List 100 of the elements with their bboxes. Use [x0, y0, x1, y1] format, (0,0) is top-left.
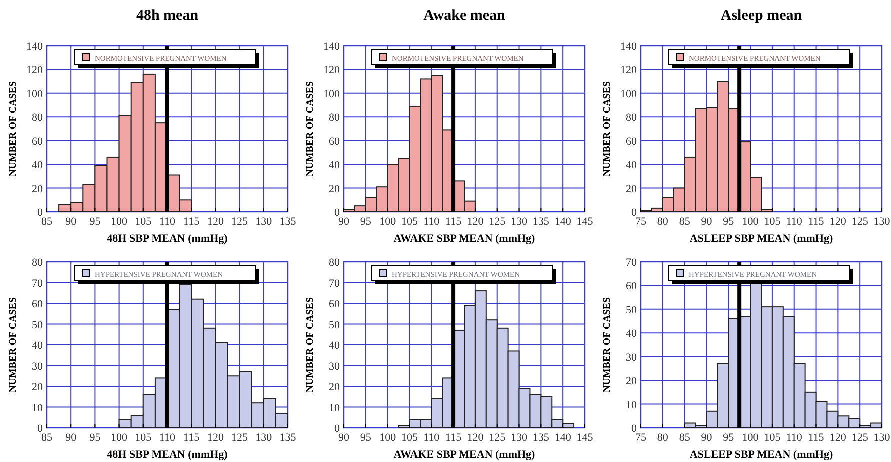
y-tick-label: 40	[32, 160, 44, 172]
y-tick-label: 0	[38, 207, 44, 219]
y-axis-title: NUMBER OF CASES	[305, 296, 316, 393]
y-tick-label: 20	[32, 382, 44, 394]
y-tick-label: 80	[32, 112, 44, 124]
y-tick-label: 0	[632, 423, 638, 435]
y-tick-label: 30	[329, 360, 340, 373]
x-tick-label: 125	[489, 432, 506, 444]
x-tick-label: 110	[159, 432, 176, 444]
x-tick-label: 95	[90, 432, 102, 444]
chart-title: Asleep mean	[720, 8, 803, 24]
x-tick-label: 110	[786, 432, 803, 444]
x-tick-label: 115	[808, 216, 825, 228]
y-tick-label: 80	[329, 257, 340, 269]
y-tick-label: 40	[626, 328, 638, 340]
x-tick-label: 95	[360, 432, 372, 444]
x-tick-label: 130	[874, 216, 891, 228]
x-axis-title: 48H SBP MEAN (mmHg)	[107, 233, 228, 245]
x-tick-label: 105	[135, 216, 152, 228]
y-tick-label: 120	[620, 64, 638, 77]
y-axis-title: NUMBER OF CASES	[305, 80, 316, 177]
x-tick-label: 110	[159, 216, 176, 228]
y-tick-label: 70	[329, 278, 340, 290]
x-tick-label: 115	[184, 432, 200, 444]
x-tick-label: 95	[723, 216, 735, 228]
x-tick-label: 100	[742, 432, 760, 444]
y-tick-label: 80	[32, 257, 44, 269]
x-tick-label: 110	[786, 216, 803, 228]
x-tick-label: 125	[852, 216, 869, 228]
x-tick-label: 140	[554, 432, 572, 444]
x-tick-label: 135	[280, 432, 297, 444]
x-tick-label: 110	[424, 432, 440, 444]
y-tick-label: 70	[32, 278, 44, 290]
x-tick-label: 120	[207, 216, 224, 228]
x-tick-label: 125	[489, 216, 506, 228]
x-tick-label: 125	[232, 432, 249, 444]
y-tick-label: 60	[32, 298, 44, 310]
x-tick-label: 90	[701, 432, 713, 444]
y-tick-label: 10	[32, 402, 44, 414]
x-axis-title: AWAKE SBP MEAN (mmHg)	[394, 233, 536, 245]
x-tick-label: 95	[90, 216, 102, 228]
x-tick-label: 95	[723, 432, 735, 444]
x-tick-label: 80	[657, 216, 669, 228]
x-tick-label: 120	[830, 216, 847, 228]
x-tick-label: 145	[576, 432, 594, 444]
x-tick-label: 115	[446, 432, 462, 444]
x-tick-label: 135	[532, 216, 550, 228]
x-tick-label: 105	[764, 432, 782, 444]
x-tick-label: 100	[742, 216, 760, 228]
y-tick-label: 100	[324, 88, 340, 100]
x-tick-label: 130	[511, 432, 528, 444]
x-tick-label: 105	[401, 432, 418, 444]
x-tick-label: 105	[401, 216, 418, 228]
y-tick-label: 40	[329, 160, 340, 172]
y-tick-label: 0	[38, 423, 44, 435]
x-tick-label: 120	[467, 216, 484, 228]
y-tick-label: 140	[26, 41, 44, 53]
y-tick-label: 30	[32, 360, 44, 373]
x-tick-label: 105	[135, 432, 152, 444]
x-tick-label: 90	[338, 216, 350, 228]
x-tick-label: 125	[852, 432, 869, 444]
x-tick-label: 90	[66, 216, 78, 228]
x-tick-label: 100	[111, 216, 128, 228]
x-tick-label: 100	[111, 432, 128, 444]
x-tick-label: 75	[636, 216, 647, 228]
y-axis-title: NUMBER OF CASES	[8, 296, 19, 393]
x-tick-label: 90	[701, 216, 713, 228]
y-tick-label: 100	[26, 88, 44, 100]
x-tick-label: 115	[446, 216, 462, 228]
y-tick-label: 0	[334, 423, 340, 435]
y-tick-label: 60	[329, 298, 340, 310]
x-tick-label: 85	[42, 216, 53, 228]
y-tick-label: 60	[329, 136, 340, 148]
x-tick-label: 125	[232, 216, 249, 228]
x-tick-label: 100	[380, 432, 397, 444]
y-tick-label: 0	[632, 207, 638, 219]
y-tick-label: 10	[329, 402, 340, 414]
chart-title: Awake mean	[424, 8, 506, 24]
y-tick-label: 100	[620, 88, 638, 100]
x-tick-label: 120	[467, 432, 484, 444]
y-tick-label: 120	[26, 64, 44, 77]
x-tick-label: 115	[184, 216, 200, 228]
y-tick-label: 30	[626, 352, 638, 364]
x-tick-label: 95	[360, 216, 372, 228]
x-tick-label: 80	[657, 432, 669, 444]
x-axis-title: 48H SBP MEAN (mmHg)	[107, 449, 228, 461]
y-tick-label: 50	[32, 319, 44, 332]
y-tick-label: 50	[329, 319, 340, 332]
y-tick-label: 50	[626, 304, 638, 316]
x-tick-label: 85	[679, 432, 691, 444]
x-tick-label: 120	[830, 432, 847, 444]
x-tick-label: 130	[256, 216, 273, 228]
y-tick-label: 120	[324, 64, 340, 77]
y-tick-label: 40	[329, 340, 340, 352]
y-tick-label: 60	[626, 136, 638, 148]
x-tick-label: 85	[42, 432, 53, 444]
x-tick-label: 130	[511, 216, 528, 228]
x-tick-label: 75	[636, 432, 647, 444]
chart-title: 48h mean	[136, 8, 200, 24]
x-tick-label: 90	[66, 432, 78, 444]
